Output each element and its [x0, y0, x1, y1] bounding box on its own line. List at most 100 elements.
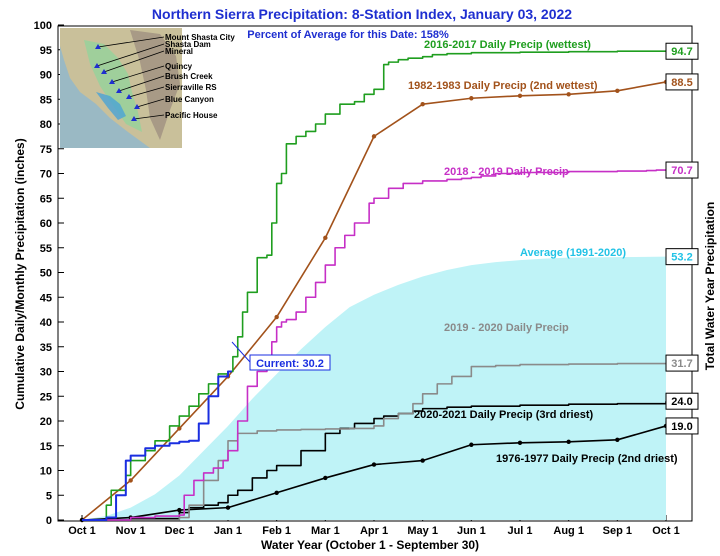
station-marker [116, 88, 122, 93]
line-2019-2020-daily-precip [82, 362, 667, 521]
point-1982-1983-daily-precip-2nd-wettest [274, 314, 279, 320]
point-1976-1977-daily-precip-2nd-driest [517, 440, 523, 445]
y-tick-label: 85 [40, 94, 52, 106]
endvalue-2019-2020-daily-precip: 31.7 [671, 358, 692, 370]
station-label: Pacific House [165, 111, 218, 120]
station-leader [96, 43, 165, 67]
y-tick-label: 95 [40, 45, 52, 57]
endbox-1976-1977-daily-precip-2nd-driest [665, 417, 699, 435]
station-leader [128, 86, 165, 98]
y-tick-label: 60 [40, 218, 52, 230]
station-leader [111, 65, 165, 83]
current-box [249, 354, 331, 371]
station-label: Shasta Dam [165, 40, 211, 49]
y-tick-label: 25 [40, 391, 52, 403]
station-label: Blue Canyon [165, 95, 214, 104]
endvalue-1976-1977-daily-precip-2nd-driest: 19.0 [671, 421, 692, 433]
station-leader [97, 36, 165, 48]
point-1976-1977-daily-precip-2nd-driest [371, 462, 377, 467]
point-1976-1977-daily-precip-2nd-driest [469, 442, 474, 447]
y-axis-ticks: 0 5 10 15 20 25 30 35 40 45 50 55 60 65 70 75 80 85 90 95 10… [34, 20, 64, 527]
x-tick-label: Sep 1 [603, 525, 632, 537]
station-marker [95, 44, 101, 49]
endbox-2020-2021-daily-precip-3rd-driest [665, 392, 699, 410]
station-leader [103, 50, 165, 73]
point-1976-1977-daily-precip-2nd-driest [615, 437, 620, 443]
station-marker [131, 116, 137, 121]
point-1976-1977-daily-precip-2nd-driest [177, 507, 182, 513]
endvalue-2020-2021-daily-precip-3rd-driest: 24.0 [671, 396, 692, 408]
station-marker [134, 104, 140, 109]
line-2020-2021-daily-precip-3rd-driest [82, 401, 667, 521]
station-label: Mineral [165, 47, 193, 56]
station-leader [118, 75, 165, 92]
x-tick-label: Aug 1 [553, 525, 584, 537]
endvalue-2016-2017-daily-precip-wettest: 94.7 [671, 46, 692, 58]
y-tick-label: 5 [46, 490, 52, 502]
endbox-2018-2019-daily-precip [665, 161, 699, 179]
point-1982-1983-daily-precip-2nd-wettest [469, 96, 474, 101]
station-marker [126, 94, 132, 99]
chart-title: Northern Sierra Precipitation: 8-Station… [152, 6, 572, 22]
station-leader [136, 98, 165, 108]
y-tick-label: 65 [40, 193, 52, 205]
label-2016-2017: 2016-2017 Daily Precip (wettest) [424, 39, 591, 51]
y-tick-label: 30 [40, 367, 52, 379]
endbox-2019-2020-daily-precip [665, 354, 699, 372]
y-axis-title: Cumulative Daily/Monthly Precipitation (… [13, 138, 27, 409]
endvalue-2018-2019-daily-precip: 70.7 [671, 165, 692, 177]
point-1982-1983-daily-precip-2nd-wettest [615, 88, 620, 94]
point-1976-1977-daily-precip-2nd-driest [323, 475, 328, 481]
point-1976-1977-daily-precip-2nd-driest [225, 505, 231, 510]
y-axis-right-title: Total Water Year Precipitation [703, 202, 717, 371]
point-1982-1983-daily-precip-2nd-wettest [371, 134, 377, 139]
endbox-1982-1983-daily-precip-2nd-wettest [665, 73, 699, 91]
label-2018-2019: 2018 - 2019 Daily Precip [444, 166, 569, 178]
station-label: Quincy [165, 62, 193, 71]
plot-frame [57, 25, 693, 522]
station-marker [94, 63, 100, 68]
x-tick-label: Feb 1 [262, 525, 291, 537]
series-layer [79, 50, 669, 523]
station-label: Brush Creek [165, 72, 213, 81]
label-1976-1977: 1976-1977 Daily Precip (2nd driest) [496, 453, 678, 465]
point-1982-1983-daily-precip-2nd-wettest [420, 102, 425, 107]
point-1976-1977-daily-precip-2nd-driest [420, 458, 425, 463]
station-marker [101, 69, 107, 74]
end-value-boxes: 53.2 94.7 88.5 70.7 31.7 24.0 19.0 [665, 42, 699, 435]
endvalue-1982-1983-daily-precip-2nd-wettest: 88.5 [671, 77, 692, 89]
x-tick-label: Jul 1 [507, 525, 532, 537]
label-1982-1983: 1982-1983 Daily Precip (2nd wettest) [408, 80, 598, 92]
chart-subtitle: Percent of Average for this Date: 158% [247, 29, 449, 41]
label-2019-2020: 2019 - 2020 Daily Precip [444, 322, 569, 334]
current-pointer [231, 341, 251, 363]
label-2020-2021: 2020-2021 Daily Precip (3rd driest) [414, 409, 593, 421]
y-tick-label: 70 [40, 169, 52, 181]
line-2016-2017-daily-precip-wettest [82, 50, 666, 521]
point-1982-1983-daily-precip-2nd-wettest [177, 426, 182, 431]
y-tick-label: 15 [40, 441, 52, 453]
y-tick-label: 45 [40, 292, 52, 304]
endbox-average-1991-2020 [665, 248, 699, 266]
station-label: Mount Shasta City [165, 33, 235, 42]
y-tick-label: 35 [40, 342, 52, 354]
point-1982-1983-daily-precip-2nd-wettest [128, 478, 133, 483]
endbox-2016-2017-daily-precip-wettest [665, 42, 699, 60]
y-tick-label: 10 [40, 466, 52, 478]
x-tick-label: Nov 1 [116, 525, 146, 537]
endvalue-average-1991-2020: 53.2 [671, 252, 692, 264]
x-tick-label: Apr 1 [360, 525, 388, 537]
current-value-label: Current: 30.2 [256, 358, 324, 370]
point-1976-1977-daily-precip-2nd-driest [274, 490, 279, 495]
point-1982-1983-daily-precip-2nd-wettest [323, 235, 328, 241]
label-average: Average (1991-2020) [520, 247, 626, 259]
y-tick-label: 55 [40, 243, 52, 255]
x-tick-label: May 1 [407, 525, 438, 537]
y-tick-label: 50 [40, 268, 52, 280]
station-marker [109, 79, 115, 84]
y-tick-label: 80 [40, 119, 52, 131]
point-1976-1977-daily-precip-2nd-driest [566, 439, 571, 444]
